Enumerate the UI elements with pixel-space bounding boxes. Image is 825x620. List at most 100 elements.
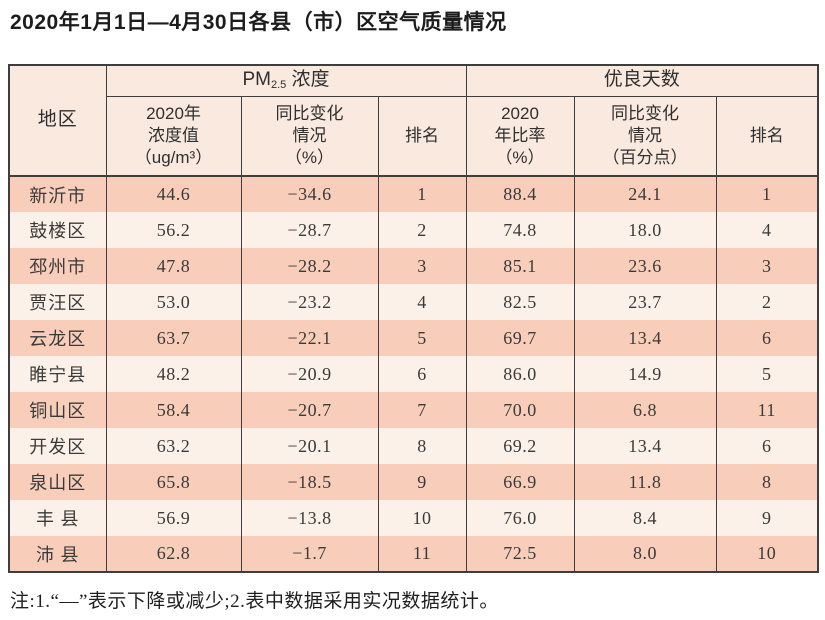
good-rate-cell: 69.7 — [465, 320, 575, 356]
pm-value-cell: 44.6 — [105, 176, 242, 212]
pm-change-cell: −18.5 — [240, 464, 379, 500]
good-rate-cell: 88.4 — [465, 176, 575, 212]
pm-change-cell: −23.2 — [240, 284, 379, 320]
good-rank-cell: 9 — [715, 500, 819, 536]
region-cell: 铜山区 — [8, 392, 107, 428]
pm-value-cell: 56.2 — [105, 212, 242, 248]
table-row: 鼓楼区 56.2 −28.7 2 74.8 18.0 4 — [8, 212, 819, 248]
table-row: 新沂市 44.6 −34.6 1 88.4 24.1 1 — [8, 176, 819, 212]
region-cell: 睢宁县 — [8, 356, 107, 392]
header-line: 浓度值 — [148, 125, 199, 145]
good-change-cell: 8.0 — [573, 536, 717, 572]
pm-rank-cell: 11 — [377, 536, 467, 572]
table-row: 邳州市 47.8 −28.2 3 85.1 23.6 3 — [8, 248, 819, 284]
pm-value-cell: 53.0 — [105, 284, 242, 320]
pm-value-cell: 56.9 — [105, 500, 242, 536]
pm-change-cell: −34.6 — [240, 176, 379, 212]
header-pm-rank: 排名 — [377, 95, 467, 177]
good-rank-cell: 2 — [715, 284, 819, 320]
header-line: （百分点） — [602, 147, 688, 167]
pm-value-cell: 58.4 — [105, 392, 242, 428]
pm-rank-cell: 6 — [377, 356, 467, 392]
region-cell: 泉山区 — [8, 464, 107, 500]
good-change-cell: 6.8 — [573, 392, 717, 428]
pm-change-cell: −1.7 — [240, 536, 379, 572]
table-body: 新沂市 44.6 −34.6 1 88.4 24.1 1 鼓楼区 56.2 −2… — [8, 176, 819, 572]
pm25-subscript: 2.5 — [270, 79, 287, 92]
pm-change-cell: −28.2 — [240, 248, 379, 284]
table-row: 丰 县 56.9 −13.8 10 76.0 8.4 9 — [8, 500, 819, 536]
header-pm25-group: PM2.5 浓度 — [105, 64, 467, 97]
region-cell: 云龙区 — [8, 320, 107, 356]
table-row: 泉山区 65.8 −18.5 9 66.9 11.8 8 — [8, 464, 819, 500]
region-cell: 贾汪区 — [8, 284, 107, 320]
header-line: 同比变化 — [275, 103, 344, 123]
good-rate-cell: 85.1 — [465, 248, 575, 284]
good-change-cell: 14.9 — [573, 356, 717, 392]
pm-rank-cell: 7 — [377, 392, 467, 428]
pm-value-cell: 47.8 — [105, 248, 242, 284]
pm-rank-cell: 8 — [377, 428, 467, 464]
header-pm-value: 2020年 浓度值 （ug/m³） — [105, 95, 242, 177]
good-change-cell: 18.0 — [573, 212, 717, 248]
good-rate-cell: 76.0 — [465, 500, 575, 536]
pm25-label: PM — [242, 69, 271, 91]
header-group-row: 地区 PM2.5 浓度 优良天数 — [8, 64, 819, 177]
good-rate-cell: 69.2 — [465, 428, 575, 464]
good-change-cell: 13.4 — [573, 320, 717, 356]
good-rank-cell: 3 — [715, 248, 819, 284]
good-rate-cell: 74.8 — [465, 212, 575, 248]
region-cell: 鼓楼区 — [8, 212, 107, 248]
good-rank-cell: 10 — [715, 536, 819, 572]
region-cell: 沛 县 — [8, 536, 107, 572]
header-line: 2020 — [501, 103, 539, 123]
pm-value-cell: 63.7 — [105, 320, 242, 356]
pm-value-cell: 63.2 — [105, 428, 242, 464]
header-line: （%） — [284, 147, 335, 167]
good-rank-cell: 6 — [715, 428, 819, 464]
good-change-cell: 13.4 — [573, 428, 717, 464]
region-cell: 邳州市 — [8, 248, 107, 284]
table-header: 地区 PM2.5 浓度 优良天数 2020年 浓度值 （ug/m³） 同比变化 … — [8, 64, 819, 177]
table-row: 沛 县 62.8 −1.7 11 72.5 8.0 10 — [8, 536, 819, 572]
pm-change-cell: −20.7 — [240, 392, 379, 428]
header-line: （%） — [495, 147, 545, 167]
pm-change-cell: −13.8 — [240, 500, 379, 536]
header-line: 年比率 — [494, 125, 546, 145]
pm25-label-suffix: 浓度 — [286, 69, 330, 91]
good-rank-cell: 1 — [715, 176, 819, 212]
table-row: 贾汪区 53.0 −23.2 4 82.5 23.7 2 — [8, 284, 819, 320]
good-rank-cell: 11 — [715, 392, 819, 428]
pm-rank-cell: 3 — [377, 248, 467, 284]
good-change-cell: 23.7 — [573, 284, 717, 320]
header-line: 2020年 — [146, 103, 201, 123]
good-rank-cell: 8 — [715, 464, 819, 500]
header-line: 情况 — [292, 125, 327, 145]
pm-change-cell: −22.1 — [240, 320, 379, 356]
pm-change-cell: −20.9 — [240, 356, 379, 392]
header-gooddays-group: 优良天数 — [465, 64, 819, 97]
header-region: 地区 — [8, 64, 107, 177]
header-good-change: 同比变化 情况 （百分点） — [573, 95, 717, 177]
good-rate-cell: 82.5 — [465, 284, 575, 320]
header-line: 排名 — [749, 125, 784, 145]
header-line: 情况 — [628, 125, 662, 145]
header-good-rate: 2020 年比率 （%） — [465, 95, 575, 177]
footnote: 注:1.“—”表示下降或减少;2.表中数据采用实况数据统计。 — [10, 591, 499, 612]
region-cell: 丰 县 — [8, 500, 107, 536]
pm-rank-cell: 2 — [377, 212, 467, 248]
good-change-cell: 24.1 — [573, 176, 717, 212]
pm-value-cell: 62.8 — [105, 536, 242, 572]
header-line: 同比变化 — [611, 103, 679, 123]
good-rank-cell: 6 — [715, 320, 819, 356]
good-rate-cell: 66.9 — [465, 464, 575, 500]
pm-rank-cell: 9 — [377, 464, 467, 500]
page-title: 2020年1月1日—4月30日各县（市）区空气质量情况 — [10, 11, 507, 34]
region-cell: 新沂市 — [8, 176, 107, 212]
header-line: 排名 — [405, 125, 439, 145]
pm-change-cell: −20.1 — [240, 428, 379, 464]
good-rank-cell: 4 — [715, 212, 819, 248]
pm-value-cell: 48.2 — [105, 356, 242, 392]
region-cell: 开发区 — [8, 428, 107, 464]
